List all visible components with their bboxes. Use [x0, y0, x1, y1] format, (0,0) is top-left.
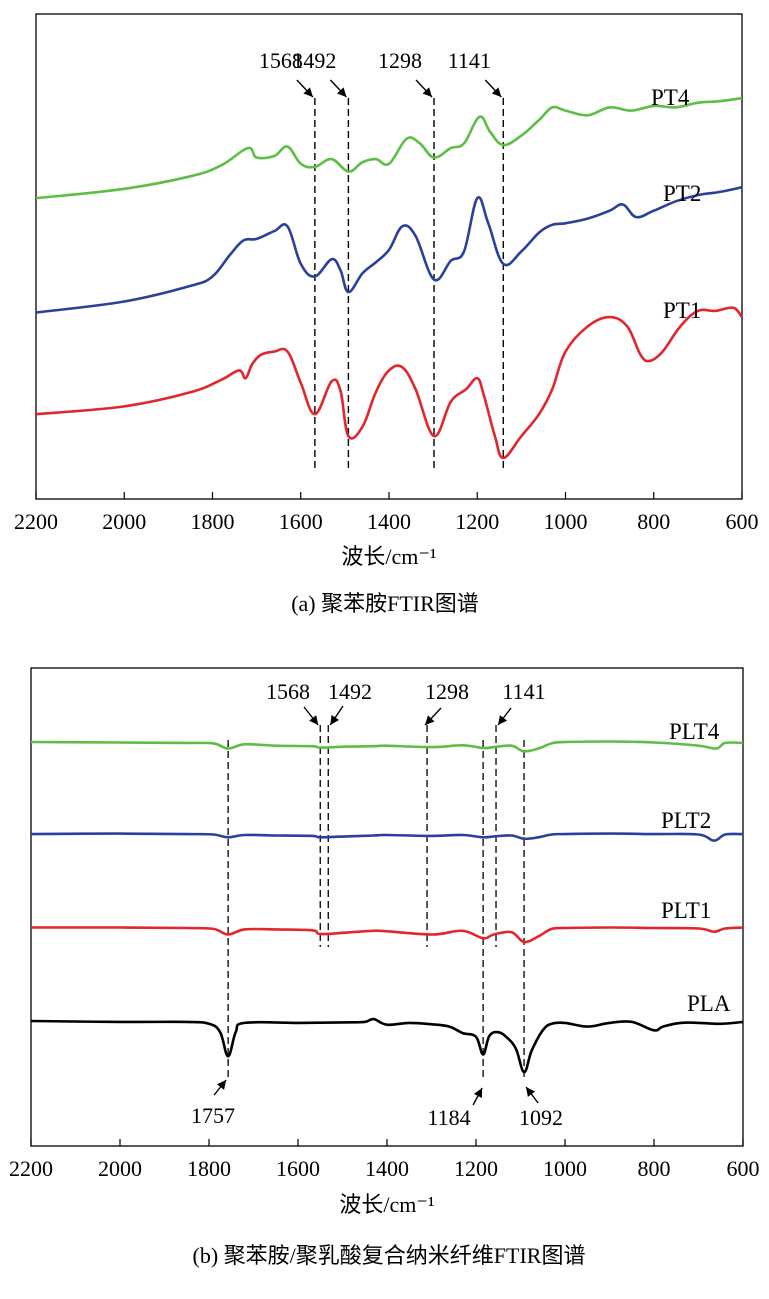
- plot-frame-a: [35, 13, 743, 500]
- peak-arrow-top-1298-head: [425, 715, 435, 725]
- series-line-plt2: [30, 832, 744, 842]
- x-tick-label: 1800: [187, 1156, 231, 1181]
- x-tick-label: 1000: [543, 1156, 587, 1181]
- peak-arrow-1141-head: [491, 87, 502, 97]
- peak-arrow-1298-head: [422, 87, 433, 97]
- chart-panel-b: 2200 2000 1800 1600 1400 1200 1000 800 600 1568 1…: [9, 667, 760, 1268]
- x-tick-label: 2200: [14, 509, 58, 534]
- x-tick-label: 1200: [455, 509, 499, 534]
- caption-b: (b) 聚苯胺/聚乳酸复合纳米纤维FTIR图谱: [193, 1243, 586, 1268]
- peak-label-top-1492: 1492: [328, 679, 372, 704]
- peak-arrow-top-1568-head: [309, 715, 319, 725]
- chart-panel-a: 2200 2000 1800 1600 1400 1200 1000 800 600 15681…: [14, 13, 759, 616]
- peak-arrow-bottom-1184-head: [473, 1088, 483, 1099]
- series-label-plt4: PLT4: [669, 719, 720, 744]
- peak-arrow-1492-head: [336, 87, 347, 97]
- x-ticks-a: 2200 2000 1800 1600 1400 1200 1000 800 600: [14, 492, 759, 534]
- x-tick-label: 2000: [98, 1156, 142, 1181]
- peak-arrow-top-1492-head: [330, 715, 340, 725]
- x-tick-label: 600: [726, 509, 759, 534]
- x-tick-label: 1400: [365, 1156, 409, 1181]
- series-line-pt1: [35, 306, 744, 460]
- peak-label-bottom-1092: 1092: [519, 1105, 563, 1130]
- x-tick-label: 1200: [454, 1156, 498, 1181]
- peak-label-1298: 1298: [378, 48, 422, 73]
- x-tick-label: 2000: [102, 509, 146, 534]
- x-tick-label: 1000: [544, 509, 588, 534]
- peak-label-1141: 1141: [448, 48, 491, 73]
- x-axis-title-a: 波长/cm⁻¹: [341, 544, 436, 569]
- peak-arrow-1568-head: [303, 87, 313, 97]
- peak-label-top-1568: 1568: [266, 679, 310, 704]
- series-line-plt1: [30, 926, 744, 944]
- series-label-pt1: PT1: [663, 298, 701, 323]
- peak-label-top-1141: 1141: [502, 679, 545, 704]
- series-label-pt2: PT2: [663, 181, 701, 206]
- plot-frame-b: [30, 667, 744, 1147]
- caption-a: (a) 聚苯胺FTIR图谱: [291, 591, 479, 616]
- series-label-pt4: PT4: [651, 85, 690, 110]
- peak-label-top-1298: 1298: [425, 679, 469, 704]
- x-ticks-b: 2200 2000 1800 1600 1400 1200 1000 800 600: [9, 1139, 760, 1181]
- x-axis-title-b: 波长/cm⁻¹: [339, 1192, 434, 1217]
- series-line-pt2: [35, 186, 743, 314]
- series-label-pla: PLA: [687, 991, 731, 1016]
- peak-arrow-bottom-1757-head: [216, 1080, 227, 1090]
- peak-arrow-top-1141-head: [498, 715, 508, 725]
- x-tick-label: 2200: [9, 1156, 53, 1181]
- x-tick-label: 1600: [276, 1156, 320, 1181]
- peak-label-1568: 1568: [259, 48, 303, 73]
- series-line-plt4: [30, 740, 744, 753]
- peak-label-1492: 1492: [292, 48, 336, 73]
- series-group-b: PLT4 PLT2 PLT1 PLA: [30, 719, 744, 1074]
- series-label-plt1: PLT1: [661, 898, 711, 923]
- series-group-a: PT4 PT2 PT1: [35, 85, 744, 460]
- peak-label-bottom-1184: 1184: [427, 1105, 470, 1130]
- peak-arrow-bottom-1092-head: [526, 1087, 536, 1097]
- x-tick-label: 600: [727, 1156, 760, 1181]
- peak-label-bottom-1757: 1757: [191, 1103, 235, 1128]
- x-tick-label: 1600: [279, 509, 323, 534]
- series-line-pla: [30, 1017, 744, 1074]
- series-line-pt4: [35, 96, 743, 200]
- series-label-plt2: PLT2: [661, 808, 711, 833]
- x-tick-label: 800: [638, 1156, 671, 1181]
- x-tick-label: 800: [637, 509, 670, 534]
- x-tick-label: 1800: [191, 509, 235, 534]
- x-tick-label: 1400: [367, 509, 411, 534]
